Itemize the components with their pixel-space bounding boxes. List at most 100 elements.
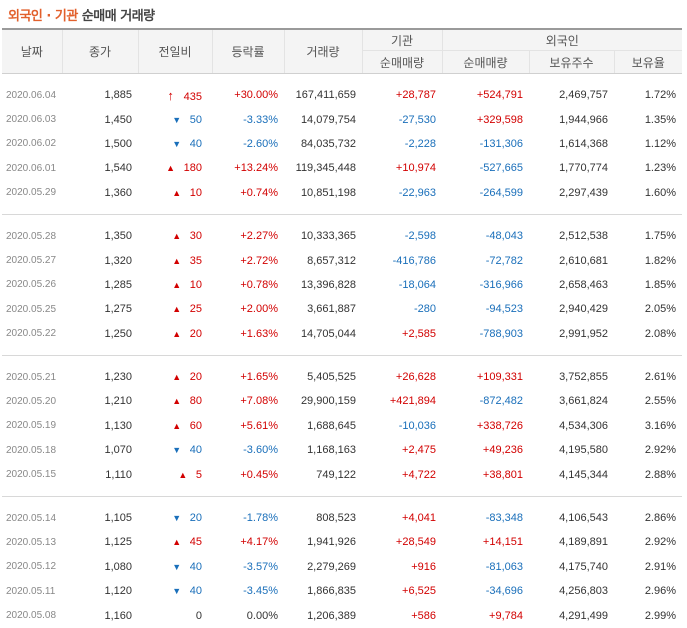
cell-rate: +2.00%	[240, 303, 278, 316]
change-value: 180	[183, 162, 202, 175]
cell-close: 1,110	[105, 468, 132, 481]
cell-volume: 1,866,835	[307, 585, 356, 598]
cell-close: 1,105	[104, 512, 132, 525]
change-value: 35	[189, 254, 202, 267]
cell-change: ▼ 20	[138, 506, 212, 530]
table-row: 2020.06.01 1,540 ▲ 180 +13.24% 119,345,448 +10…	[2, 156, 682, 180]
cell-holdings: 4,534,306	[559, 419, 608, 432]
cell-institution-net: +916	[411, 560, 436, 573]
cell-holdings: 2,991,952	[559, 327, 608, 340]
cell-institution-net: +421,894	[389, 395, 436, 408]
cell-date: 2020.05.29	[6, 187, 57, 199]
cell-change: ▲ 5	[138, 462, 212, 486]
change-value: 40	[189, 444, 202, 457]
up-arrow-icon: ▲	[172, 304, 182, 315]
cell-rate: -3.57%	[243, 560, 278, 573]
change-value: 80	[189, 395, 202, 408]
cell-holdings: 1,944,966	[559, 113, 608, 126]
cell-change: ▲ 80	[138, 389, 212, 413]
cell-close: 1,500	[104, 137, 132, 150]
cell-holding-ratio: 1.12%	[644, 137, 677, 150]
cell-holdings: 3,752,855	[559, 371, 608, 384]
cell-foreign-net: -316,966	[479, 278, 523, 291]
cell-date: 2020.05.21	[6, 371, 57, 383]
cell-volume: 2,279,269	[307, 560, 356, 573]
cell-holding-ratio: 2.92%	[644, 444, 677, 457]
cell-foreign-net: -81,063	[485, 560, 523, 573]
cell-institution-net: +4,722	[402, 468, 436, 481]
cell-holdings: 4,291,499	[559, 609, 608, 622]
cell-date: 2020.05.27	[6, 255, 57, 267]
cell-date: 2020.06.01	[6, 162, 57, 174]
cell-rate: +0.78%	[240, 278, 278, 291]
cell-holding-ratio: 1.85%	[644, 278, 677, 291]
trading-table: 날짜 종가 전일비 등락률 거래량 기관 외국인 순매매량 순매매량 보유주수 …	[2, 28, 683, 628]
table-row: 2020.05.11 1,120 ▼ 40 -3.45% 1,866,835 +6,525 -…	[2, 579, 682, 603]
page-title: 외국인 · 기관 순매매 거래량	[8, 5, 155, 24]
cell-close: 1,360	[104, 186, 132, 199]
cell-volume: 749,122	[316, 468, 356, 481]
cell-change: ▲ 25	[138, 297, 212, 321]
up-arrow-icon: ▲	[172, 372, 182, 383]
cell-holding-ratio: 1.72%	[644, 89, 677, 102]
table-row: 2020.05.21 1,230 ▲ 20 +1.65% 5,405,525 +26,628…	[2, 365, 682, 389]
table-body: 2020.06.04 1,885 ↑ 435 +30.00% 167,411,659 +28…	[2, 74, 683, 628]
change-value: 10	[189, 278, 202, 291]
cell-date: 2020.05.28	[6, 230, 57, 242]
table-row: 2020.05.29 1,360 ▲ 10 +0.74% 10,851,198 -22,96…	[2, 181, 682, 205]
cell-holding-ratio: 2.91%	[644, 560, 677, 573]
cell-institution-net: +2,475	[402, 444, 436, 457]
change-value: 40	[189, 137, 202, 150]
foreign-institution-trading-panel: 외국인 · 기관 순매매 거래량 날짜 종가 전일비 등락률 거래량 기관 외국…	[2, 5, 683, 622]
change-value: 0	[195, 609, 202, 622]
table-row: 2020.06.03 1,450 ▼ 50 -3.33% 14,079,754 -27,53…	[2, 107, 682, 131]
row-spacer	[2, 204, 683, 215]
header-date: 날짜	[2, 28, 62, 74]
cell-close: 1,160	[104, 609, 132, 622]
cell-institution-net: +4,041	[402, 512, 436, 525]
cell-change: ▼ 40	[138, 555, 212, 579]
cell-change: ▲ 180	[138, 156, 212, 180]
down-arrow-icon: ▼	[172, 561, 182, 572]
cell-holdings: 2,297,439	[559, 186, 608, 199]
change-value: 45	[189, 536, 202, 549]
cell-foreign-net: +329,598	[476, 113, 523, 126]
cell-date: 2020.05.08	[6, 610, 57, 622]
table-row: 2020.05.15 1,110 ▲ 5 +0.45% 749,122 +4,722 +38,…	[2, 462, 682, 486]
cell-volume: 808,523	[316, 512, 356, 525]
table-row: 2020.05.14 1,105 ▼ 20 -1.78% 808,523 +4,041 -83…	[2, 506, 682, 530]
table-row: 2020.05.12 1,080 ▼ 40 -3.57% 2,279,269 +916 -81…	[2, 555, 682, 579]
cell-change: ▼ 50	[138, 107, 212, 131]
cell-close: 1,350	[104, 230, 132, 243]
cell-date: 2020.05.19	[6, 420, 57, 432]
cell-rate: +1.65%	[240, 371, 278, 384]
cell-change: ▲ 20	[138, 365, 212, 389]
up-arrow-icon: ▲	[178, 469, 188, 480]
down-arrow-icon: ▼	[172, 513, 182, 524]
cell-rate: +30.00%	[234, 89, 278, 102]
cell-close: 1,070	[104, 444, 132, 457]
up-arrow-icon: ▲	[172, 328, 182, 339]
cell-close: 1,450	[104, 113, 132, 126]
cell-rate: +5.61%	[240, 419, 278, 432]
table-row: 2020.06.02 1,500 ▼ 40 -2.60% 84,035,732 -2,228…	[2, 132, 682, 156]
cell-institution-net: -2,598	[404, 230, 436, 243]
header-foreign-net: 순매매량	[441, 50, 529, 74]
cell-rate: -3.33%	[243, 113, 278, 126]
cell-institution-net: +26,628	[395, 371, 436, 384]
change-value: 20	[189, 512, 202, 525]
cell-institution-net: -10,036	[398, 419, 436, 432]
row-spacer	[2, 486, 683, 497]
up-arrow-icon: ▲	[172, 537, 182, 548]
cell-change: ▲ 30	[138, 224, 212, 248]
header-holdings: 보유주수	[528, 50, 614, 74]
cell-date: 2020.05.26	[6, 279, 57, 291]
cell-volume: 8,657,312	[307, 254, 356, 267]
cell-institution-net: -416,786	[392, 254, 436, 267]
cell-holdings: 2,610,681	[559, 254, 608, 267]
cell-institution-net: +10,974	[395, 162, 436, 175]
cell-date: 2020.05.20	[6, 395, 57, 407]
cell-foreign-net: -872,482	[479, 395, 523, 408]
cell-institution-net: -2,228	[404, 137, 436, 150]
cell-rate: 0.00%	[246, 609, 278, 622]
